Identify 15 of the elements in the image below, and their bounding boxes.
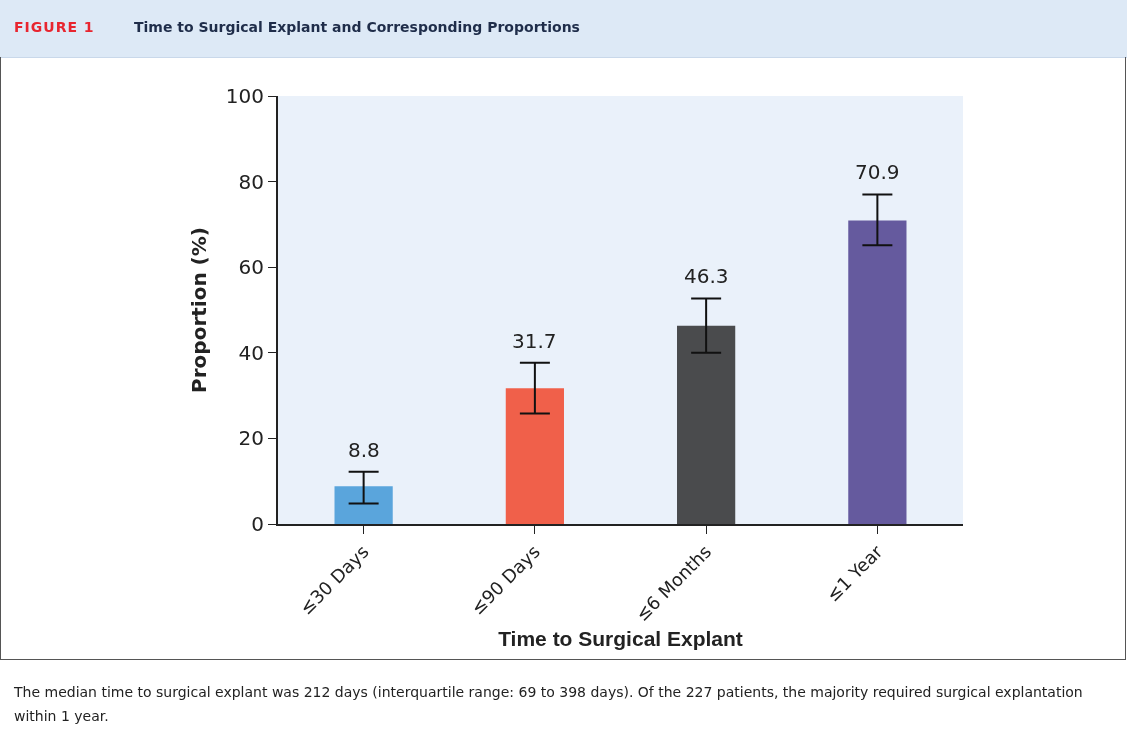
y-tick-label: 20 <box>238 426 264 451</box>
chart-title: Time to Surgical Explant and Corresponding Proportions <box>134 19 580 35</box>
text: The median time to surgical explant was 212 days (interquartile range: 69 to 398 days). Of the 227 patients, the majority required surgical explantation within 1 year. <box>14 683 1084 726</box>
data-label: 8.8 <box>348 438 380 462</box>
y-tick-label: 100 <box>225 84 264 108</box>
y-tick-label: 60 <box>238 255 264 280</box>
x-axis-title: Time to Surgical Explant <box>498 627 743 650</box>
caption: FIGURE 1 <box>14 19 95 35</box>
data-label: 46.3 <box>684 264 729 288</box>
data-label: 31.7 <box>512 329 557 353</box>
y-axis-title: Proportion (%) <box>186 227 211 393</box>
y-tick-label: 80 <box>238 169 264 194</box>
y-tick-label: 0 <box>251 512 264 536</box>
y-tick-label: 40 <box>238 340 264 365</box>
data-label: 70.9 <box>855 160 900 184</box>
